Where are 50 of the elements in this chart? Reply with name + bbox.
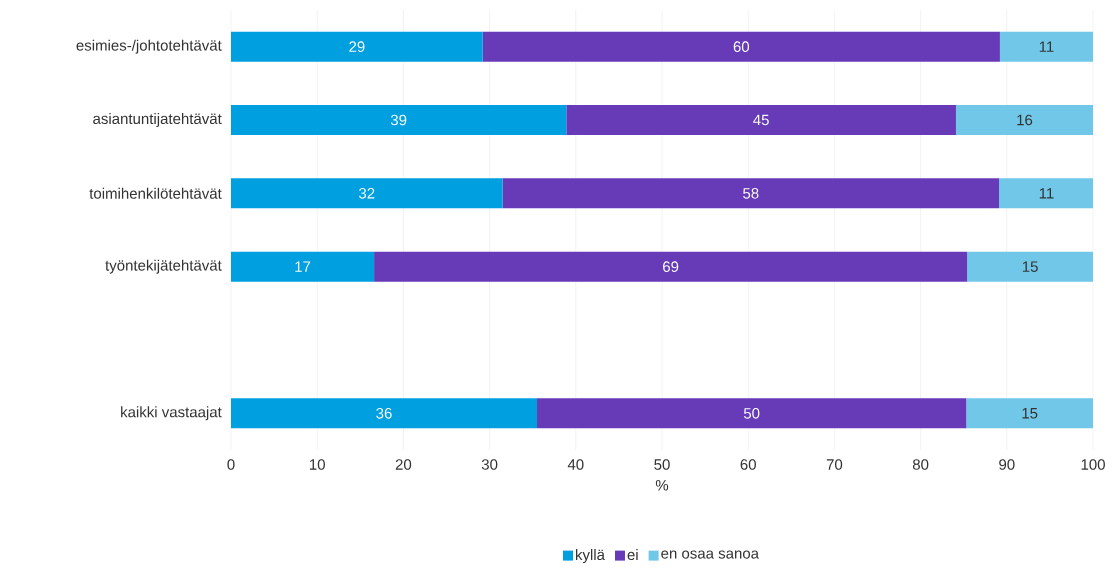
x-tick-label: 60: [740, 459, 756, 470]
x-axis-title: %: [655, 480, 669, 491]
data-label: 32: [359, 188, 375, 199]
bar: [502, 178, 1000, 209]
x-tick-label: 70: [826, 459, 843, 470]
legend-label: ei: [627, 549, 638, 561]
bar: [999, 178, 1094, 209]
bar: [537, 398, 967, 429]
bar: [231, 251, 375, 282]
bar: [999, 31, 1094, 62]
y-tick-label: toimihenkilötehtävät: [89, 187, 222, 199]
x-tick-label: 50: [654, 459, 670, 470]
bar: [231, 178, 503, 209]
x-tick-label: 80: [912, 459, 929, 470]
data-label: 36: [376, 408, 392, 419]
data-label: 11: [1039, 41, 1054, 52]
data-label: 16: [1017, 114, 1033, 126]
x-tick-label: 10: [310, 459, 325, 470]
y-tick-label: kaikki vastaajat: [121, 406, 222, 421]
data-label: 39: [390, 114, 407, 126]
legend-label: kyllä: [575, 549, 605, 564]
bar: [231, 31, 483, 62]
y-tick-label: esimies-/johtotehtävät: [76, 39, 222, 54]
data-label: 60: [733, 41, 750, 52]
data-label: 69: [663, 261, 679, 272]
bar: [374, 251, 968, 282]
bar: [967, 251, 1094, 282]
data-label: 29: [349, 41, 365, 52]
bar: [955, 105, 1094, 136]
y-tick-label: työntekijätehtävät: [105, 259, 222, 274]
x-tick-label: 90: [999, 459, 1015, 470]
bar: [482, 31, 1000, 62]
data-label: 17: [295, 261, 311, 272]
data-label: 45: [753, 114, 769, 126]
x-tick-label: 0: [227, 459, 235, 470]
x-tick-label: 20: [395, 459, 412, 470]
x-tick-label: 30: [481, 459, 498, 470]
data-label: 15: [1022, 261, 1038, 272]
data-label: 58: [743, 188, 759, 199]
bar: [231, 105, 567, 136]
legend-label: en osaa sanoa: [661, 550, 760, 559]
y-tick-label: asiantuntijatehtävät: [93, 113, 222, 127]
data-label: 50: [743, 408, 760, 419]
x-tick-label: 40: [567, 459, 584, 470]
bar: [231, 398, 538, 429]
data-label: 11: [1039, 188, 1054, 199]
bar: [566, 105, 956, 136]
bar: [966, 398, 1094, 429]
x-tick-label: 100: [1081, 459, 1105, 470]
data-label: 15: [1022, 408, 1038, 419]
